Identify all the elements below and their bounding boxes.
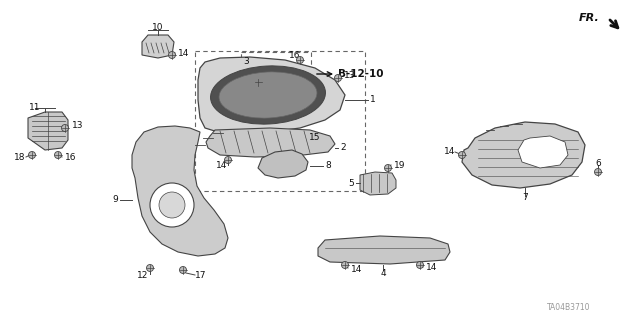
Text: 9: 9	[112, 196, 118, 204]
Circle shape	[225, 157, 232, 164]
Text: 5: 5	[348, 179, 354, 188]
Circle shape	[179, 266, 186, 273]
Text: 3: 3	[243, 57, 249, 66]
Text: 14: 14	[426, 263, 437, 272]
Circle shape	[168, 51, 175, 58]
Circle shape	[150, 183, 194, 227]
Text: 1: 1	[370, 95, 376, 105]
Text: 11: 11	[29, 103, 41, 113]
Text: B-12-10: B-12-10	[338, 69, 383, 79]
Polygon shape	[360, 172, 396, 195]
Polygon shape	[206, 128, 335, 157]
Polygon shape	[132, 126, 228, 256]
Text: 14: 14	[216, 160, 228, 169]
Text: 18: 18	[13, 153, 25, 162]
Polygon shape	[198, 57, 345, 133]
Text: 7: 7	[522, 194, 528, 203]
Circle shape	[385, 165, 392, 172]
Circle shape	[458, 152, 465, 159]
Ellipse shape	[219, 72, 317, 118]
Text: 14: 14	[444, 147, 455, 157]
Polygon shape	[28, 112, 68, 150]
Polygon shape	[266, 74, 278, 86]
Text: TA04B3710: TA04B3710	[547, 303, 590, 313]
Circle shape	[335, 75, 342, 81]
Text: 14: 14	[178, 48, 189, 57]
Polygon shape	[142, 35, 174, 58]
Text: 4: 4	[380, 269, 386, 278]
Circle shape	[29, 152, 35, 159]
Circle shape	[342, 262, 349, 269]
Polygon shape	[258, 150, 308, 178]
Circle shape	[417, 262, 424, 269]
Circle shape	[147, 264, 154, 271]
Circle shape	[54, 152, 61, 159]
Polygon shape	[462, 122, 585, 188]
Text: 6: 6	[595, 159, 601, 167]
Circle shape	[61, 124, 68, 131]
Ellipse shape	[211, 66, 326, 124]
Circle shape	[595, 168, 602, 175]
Polygon shape	[318, 236, 450, 264]
Text: 16: 16	[65, 153, 77, 162]
Text: 13: 13	[72, 122, 83, 130]
Circle shape	[296, 56, 303, 63]
Text: 18: 18	[241, 78, 252, 86]
Text: FR.: FR.	[579, 13, 600, 23]
Circle shape	[255, 78, 262, 85]
Text: 8: 8	[325, 161, 331, 170]
Text: 17: 17	[195, 271, 207, 280]
Text: 2: 2	[340, 144, 346, 152]
Text: 14: 14	[351, 264, 362, 273]
Text: 13: 13	[344, 71, 355, 80]
Text: 10: 10	[152, 24, 164, 33]
Text: 19: 19	[394, 160, 406, 169]
Polygon shape	[518, 136, 568, 168]
Text: 15: 15	[309, 132, 321, 142]
Text: 12: 12	[138, 271, 148, 279]
Circle shape	[159, 192, 185, 218]
Text: 16: 16	[289, 51, 301, 61]
